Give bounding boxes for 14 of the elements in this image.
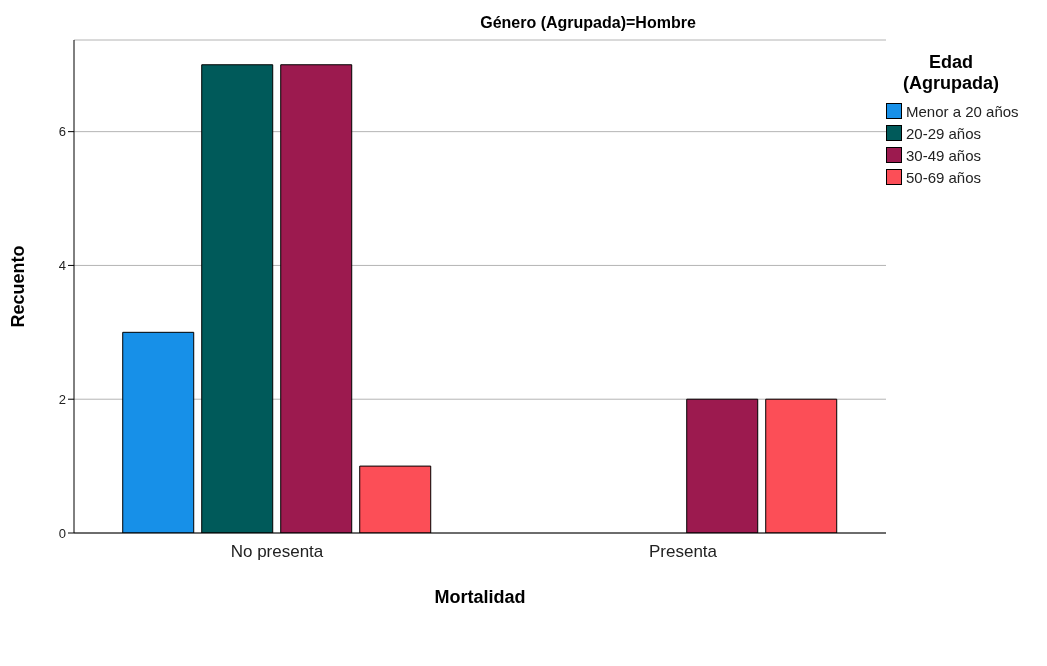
x-tick-label: Presenta — [648, 542, 718, 562]
y-tick-label: 2 — [58, 391, 66, 407]
x-tick-label: No presenta — [230, 542, 324, 562]
y-tick-label: 0 — [58, 525, 66, 541]
x-axis-title: Mortalidad — [434, 587, 526, 607]
legend-label: 50-69 años — [906, 168, 982, 186]
legend-label: 30-49 años — [906, 146, 982, 164]
y-tick-label: 4 — [58, 258, 66, 274]
y-tick-label: 6 — [58, 124, 66, 140]
legend-title: Edad (Agrupada) — [902, 52, 1000, 94]
legend-label: Menor a 20 años — [906, 102, 1019, 120]
chart-title: Género (Agrupada)=Hombre — [479, 14, 697, 32]
legend-label: 20-29 años — [906, 124, 982, 142]
y-axis-title: Recuento — [8, 245, 29, 328]
